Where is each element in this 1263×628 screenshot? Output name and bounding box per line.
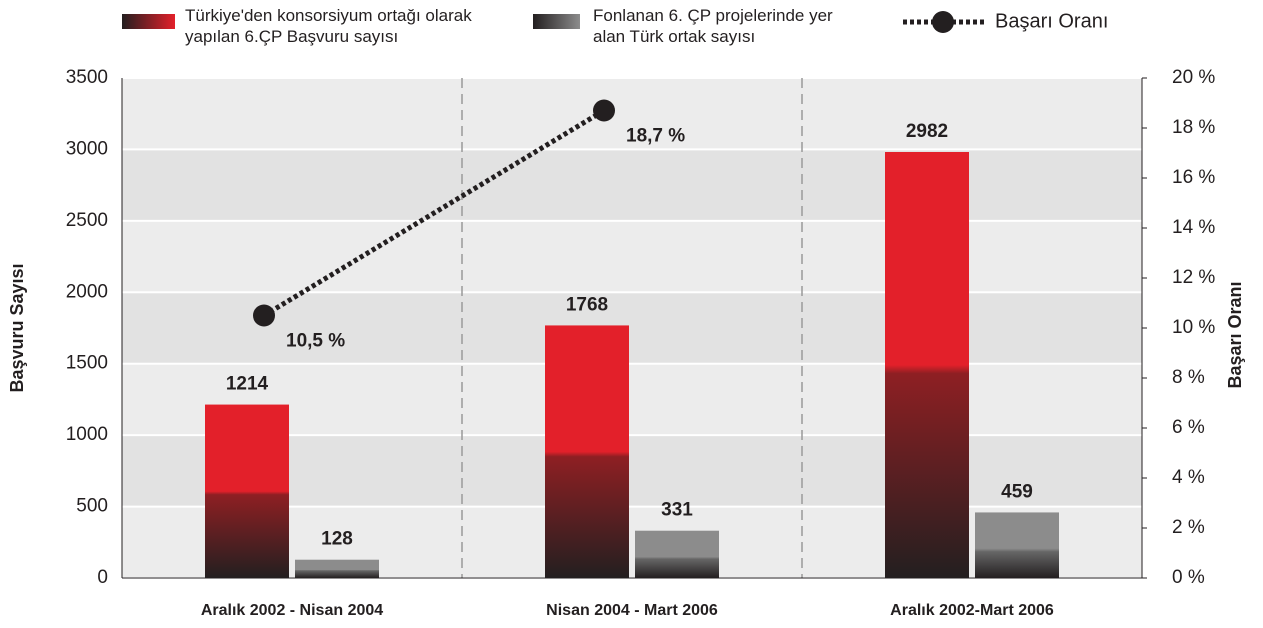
x-tick-label: Aralık 2002 - Nisan 2004: [201, 602, 383, 619]
legend-label: Fonlanan 6. ÇP projelerinde yer alan Tür…: [593, 6, 833, 46]
y2-tick-label: 4 %: [1172, 467, 1205, 488]
data-label: 331: [661, 500, 693, 521]
y2-tick-label: 16 %: [1172, 167, 1215, 188]
y-tick-label: 1000: [66, 424, 108, 445]
y2-tick-label: 12 %: [1172, 267, 1215, 288]
bar: [545, 325, 629, 578]
line-marker: [593, 99, 615, 122]
legend-label: Başarı Oranı: [995, 10, 1108, 32]
legend-label: Türkiye'den konsorsiyum ortağı olarak ya…: [185, 6, 472, 46]
bar: [295, 559, 379, 578]
data-label: 459: [1001, 481, 1033, 502]
data-label: 128: [321, 529, 353, 550]
legend-swatch: [122, 14, 175, 29]
data-label: 18,7 %: [626, 126, 685, 147]
y2-tick-label: 20 %: [1172, 67, 1215, 88]
bar: [885, 152, 969, 578]
data-label: 10,5 %: [286, 331, 345, 352]
plot-band: [122, 506, 1142, 578]
plot-band: [122, 78, 1142, 150]
y-tick-label: 1500: [66, 353, 108, 374]
bar: [205, 404, 289, 578]
y-tick-label: 3500: [66, 67, 108, 88]
x-tick-label: Nisan 2004 - Mart 2006: [546, 602, 718, 619]
y2-tick-label: 14 %: [1172, 217, 1215, 238]
y2-tick-label: 6 %: [1172, 417, 1205, 438]
line-marker: [253, 304, 275, 327]
plot-band: [122, 292, 1142, 364]
plot-band: [122, 220, 1142, 293]
legend-marker: [932, 11, 954, 33]
y2-tick-label: 18 %: [1172, 117, 1215, 138]
y-tick-label: 2500: [66, 210, 108, 231]
data-label: 1768: [566, 294, 608, 315]
y-tick-label: 2000: [66, 281, 108, 302]
y-axis-label: Başvuru Sayısı: [7, 263, 27, 392]
x-tick-label: Aralık 2002-Mart 2006: [890, 602, 1054, 619]
legend-swatch: [533, 14, 580, 29]
bar: [635, 530, 719, 578]
y-tick-label: 0: [97, 567, 108, 588]
plot-band: [122, 149, 1142, 221]
plot-band: [122, 435, 1142, 507]
data-label: 2982: [906, 121, 948, 142]
y2-axis-label: Başarı Oranı: [1225, 281, 1245, 388]
line: [262, 108, 606, 318]
y2-tick-label: 0 %: [1172, 567, 1205, 588]
bar: [975, 512, 1059, 578]
plot-band: [122, 363, 1142, 436]
y2-tick-label: 10 %: [1172, 317, 1215, 338]
y2-tick-label: 2 %: [1172, 517, 1205, 538]
y-tick-label: 3000: [66, 138, 108, 159]
data-label: 1214: [226, 374, 269, 395]
y-tick-label: 500: [76, 496, 108, 517]
y2-tick-label: 8 %: [1172, 367, 1205, 388]
